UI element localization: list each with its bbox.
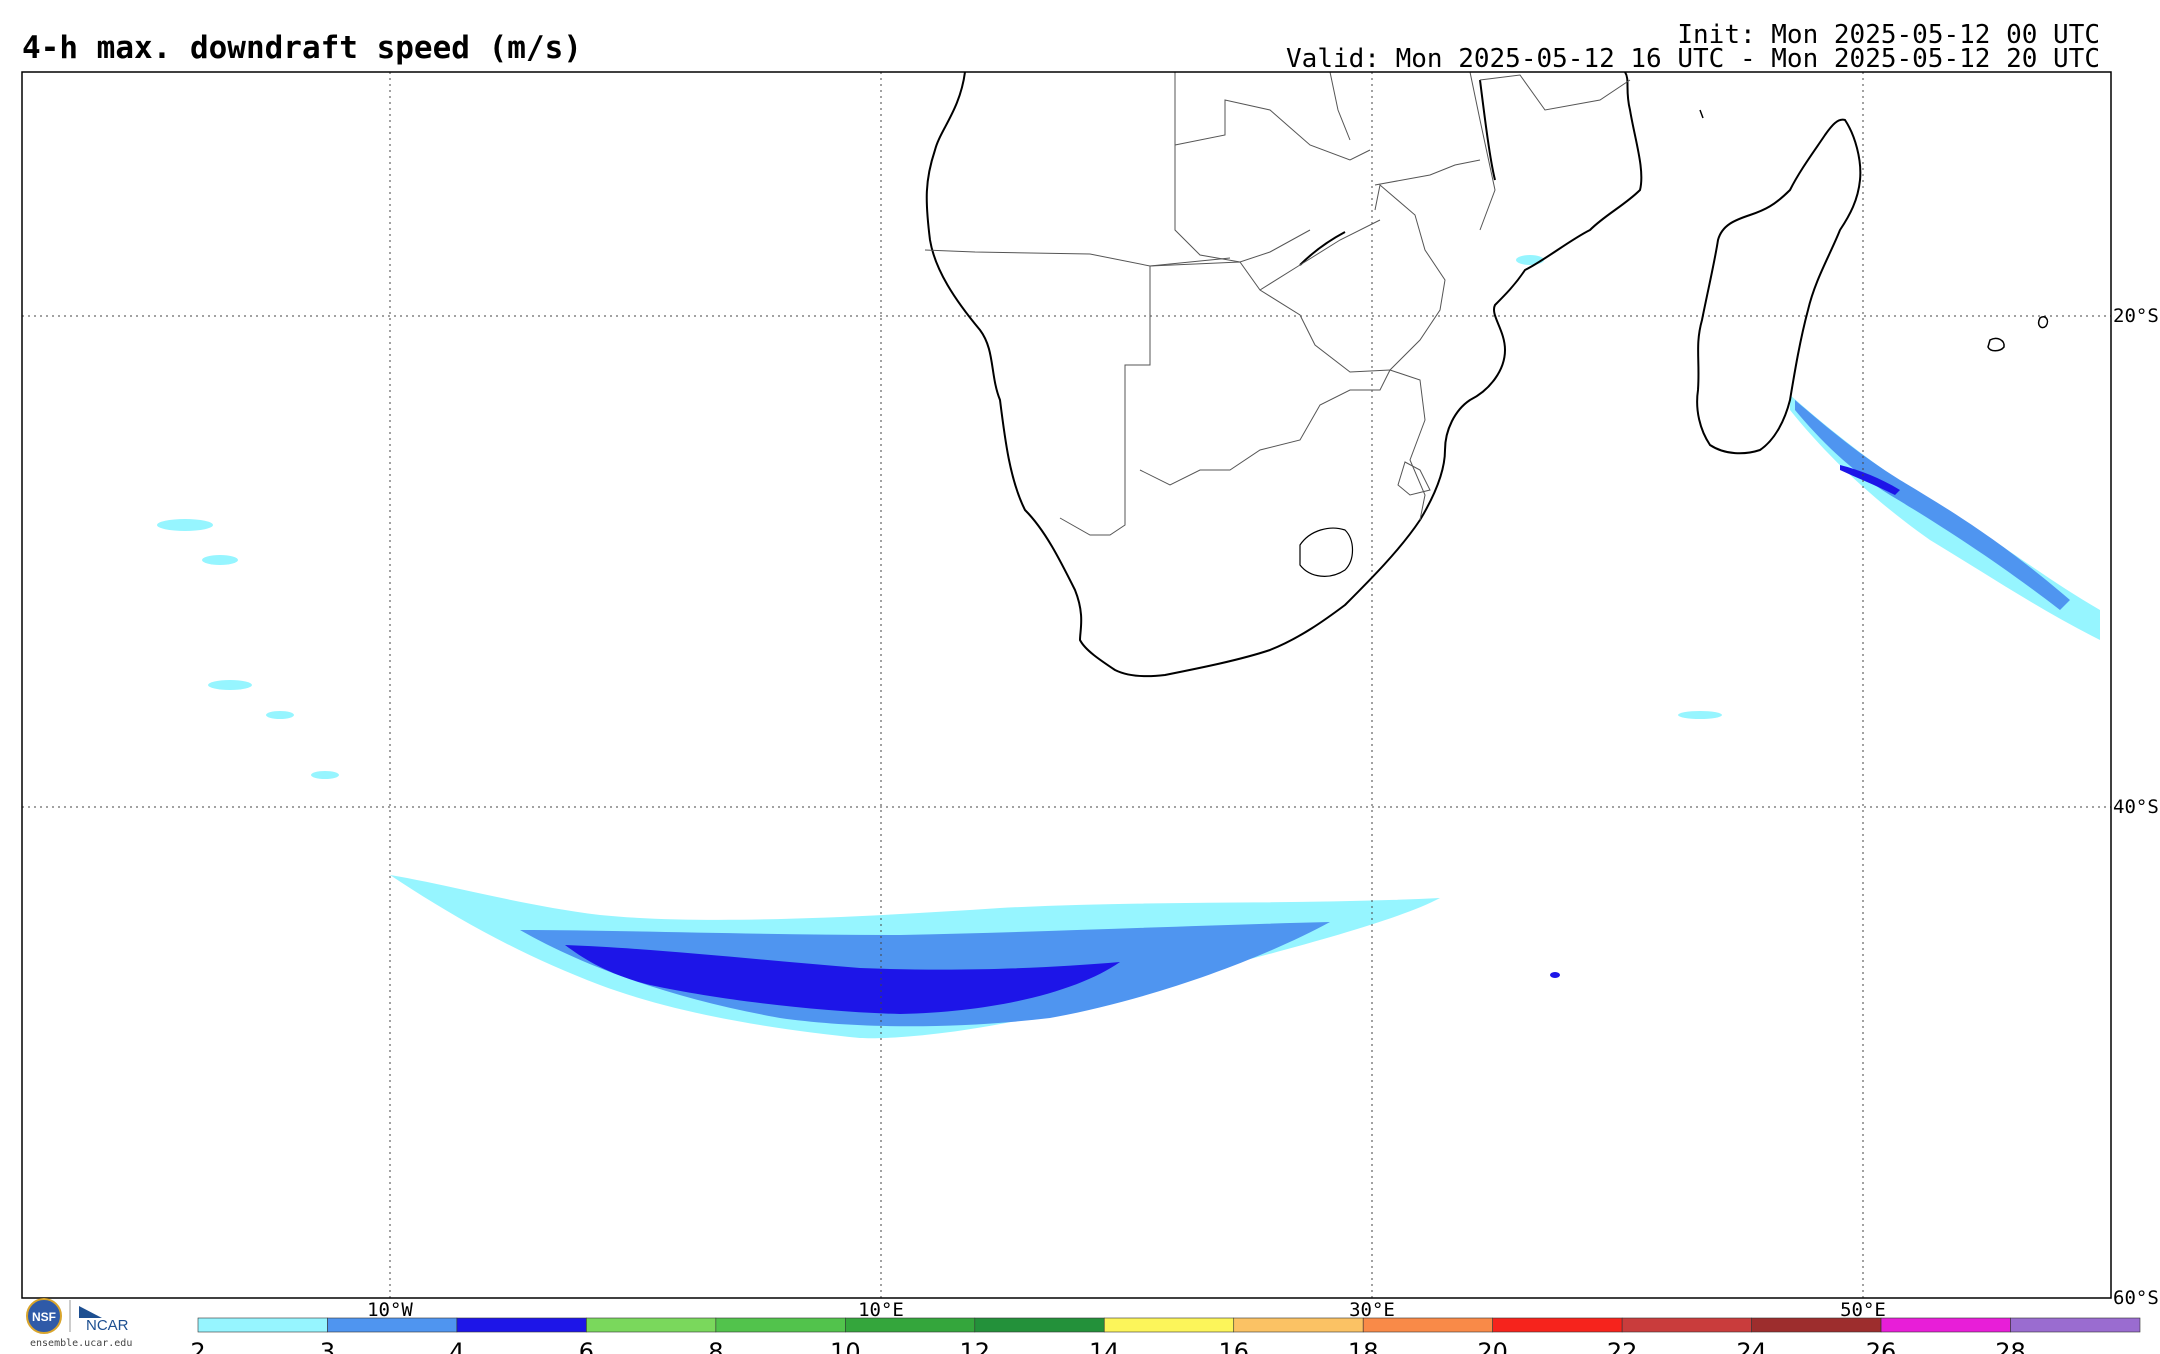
graticule (22, 72, 2111, 1298)
field-madagascar-dark (1840, 465, 1900, 495)
colorbar-label: 26 (1866, 1338, 1897, 1354)
colorbar-label: 12 (960, 1338, 991, 1354)
field-swath-dark (565, 945, 1120, 1014)
lat-tick-labels: 20°S 40°S 60°S (2113, 305, 2159, 1309)
colorbar-label: 28 (1995, 1338, 2026, 1354)
lon-label-50e: 50°E (1840, 1299, 1886, 1321)
colorbar-label: 2 (190, 1338, 205, 1354)
colorbar-label: 20 (1477, 1338, 1508, 1354)
country-borders (924, 71, 1631, 536)
coastlines (925, 71, 2049, 678)
nsf-logo-icon (26, 1298, 62, 1334)
lon-label-10e: 10°E (858, 1299, 904, 1321)
colorbar-swatch (974, 1317, 1105, 1333)
colorbar-swatch (1621, 1317, 1752, 1333)
colorbar-swatch (197, 1317, 328, 1333)
colorbar-swatch (1751, 1317, 1882, 1333)
init-time: Init: Mon 2025-05-12 00 UTC (1677, 20, 2100, 50)
africa-coastline (925, 71, 1643, 678)
colorbar-label: 3 (320, 1338, 335, 1354)
field-madagascar-medium (1795, 400, 2070, 610)
downdraft-field (157, 255, 2100, 1039)
comoros-island (1699, 109, 1704, 119)
colorbar-swatch (845, 1317, 976, 1333)
ncar-logo-text: NCAR (86, 1317, 129, 1334)
map-frame (21, 71, 2112, 1299)
ncar-logo-icon (79, 1306, 102, 1318)
colorbar-swatch (456, 1317, 587, 1333)
colorbar-label: 22 (1607, 1338, 1638, 1354)
field-scattered-cells (157, 255, 1722, 978)
mauritius-island (2037, 315, 2049, 329)
colorbar-swatch (1492, 1317, 1623, 1333)
madagascar-coastline (1696, 118, 1862, 455)
logo-block: NSF NCAR (24, 1296, 164, 1352)
colorbar-swatch (2010, 1317, 2141, 1333)
colorbar-label: 4 (449, 1338, 464, 1354)
colorbar-label: 8 (708, 1338, 723, 1354)
lat-label-20s: 20°S (2113, 305, 2159, 327)
lake-kariba (1299, 231, 1346, 266)
colorbar-label: 18 (1348, 1338, 1379, 1354)
colorbar-swatch (1362, 1317, 1493, 1333)
colorbar-swatch (586, 1317, 717, 1333)
lesotho-border (1299, 527, 1354, 577)
lake-malawi (1479, 79, 1496, 181)
lat-label-60s: 60°S (2113, 1287, 2159, 1309)
colorbar-swatch (1103, 1317, 1235, 1333)
colorbar-label: 6 (579, 1338, 594, 1354)
logo-url: ensemble.ucar.edu (30, 1338, 133, 1349)
colorbar: 2 3 4 6 8 10 12 14 16 18 20 22 24 26 28 (190, 1317, 2141, 1354)
lat-label-40s: 40°S (2113, 796, 2159, 818)
reunion-island (1987, 337, 2005, 352)
colorbar-swatch (327, 1317, 458, 1333)
lon-label-10w: 10°W (367, 1299, 413, 1321)
map-title: 4-h max. downdraft speed (m/s) (22, 30, 582, 66)
lon-tick-labels: 10°W 10°E 30°E 50°E (367, 1299, 1886, 1321)
colorbar-swatch (1233, 1317, 1364, 1333)
nsf-logo-text: NSF (32, 1310, 56, 1324)
colorbar-swatch (1880, 1317, 2011, 1333)
lon-label-30e: 30°E (1349, 1299, 1395, 1321)
colorbar-label: 16 (1218, 1338, 1249, 1354)
colorbar-swatch (715, 1317, 846, 1333)
valid-time: Valid: Mon 2025-05-12 16 UTC - Mon 2025-… (1286, 44, 2100, 74)
colorbar-label: 24 (1736, 1338, 1767, 1354)
colorbar-label: 14 (1089, 1338, 1120, 1354)
colorbar-label: 10 (830, 1338, 861, 1354)
